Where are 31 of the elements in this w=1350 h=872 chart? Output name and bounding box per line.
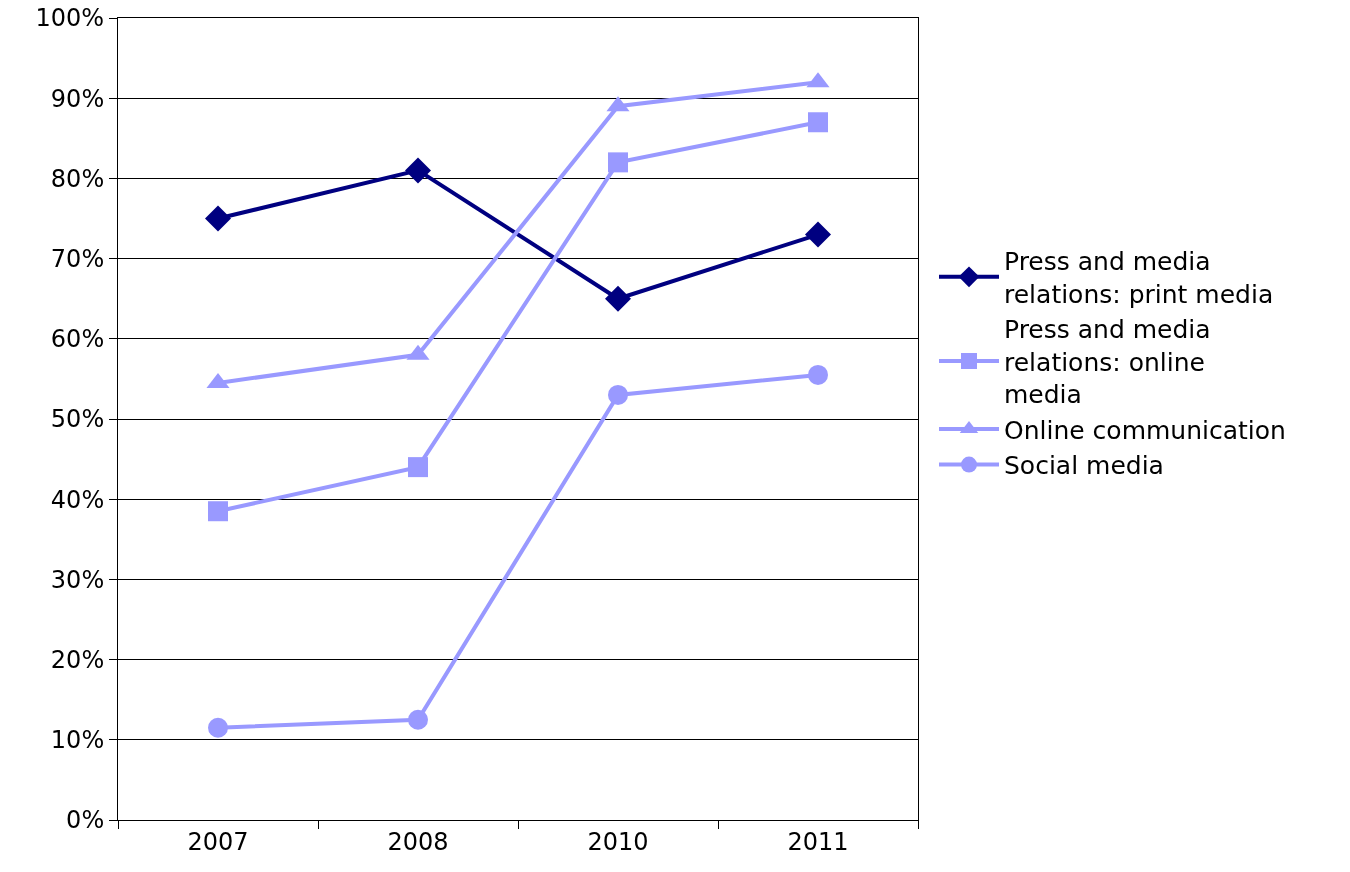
x-tick-label: 2011	[787, 827, 849, 856]
y-tick-label: 50%	[50, 405, 105, 434]
point	[205, 205, 231, 232]
legend-label: Press and media relations: print media	[1004, 247, 1274, 309]
y-tick-label: 80%	[50, 164, 105, 193]
y-tick-label: 10%	[50, 726, 105, 755]
point	[808, 112, 828, 133]
legend-label: Online communication	[1004, 415, 1286, 445]
point	[605, 285, 631, 312]
point	[805, 221, 831, 248]
y-tick-label: 40%	[50, 485, 105, 514]
y-tick-label: 20%	[50, 646, 105, 674]
x-tick-label: 2010	[587, 827, 649, 856]
point	[208, 717, 228, 738]
legend-label: Social media	[1004, 451, 1164, 481]
y-tick-label: 90%	[50, 84, 105, 113]
point	[408, 709, 428, 730]
y-tick-label: 100%	[35, 4, 105, 33]
x-tick-label: 2008	[387, 827, 449, 856]
x-tick-label: 2007	[187, 827, 249, 856]
legend-label: Press and media relations: online media	[1004, 315, 1211, 410]
y-tick-label: 0%	[66, 806, 105, 835]
point	[808, 364, 828, 385]
point	[608, 152, 628, 173]
point	[408, 457, 428, 478]
point	[405, 157, 431, 184]
y-tick-label: 60%	[50, 325, 105, 354]
y-tick-label: 70%	[50, 245, 105, 273]
point	[608, 384, 628, 405]
point	[208, 501, 228, 522]
y-tick-label: 30%	[50, 565, 105, 594]
